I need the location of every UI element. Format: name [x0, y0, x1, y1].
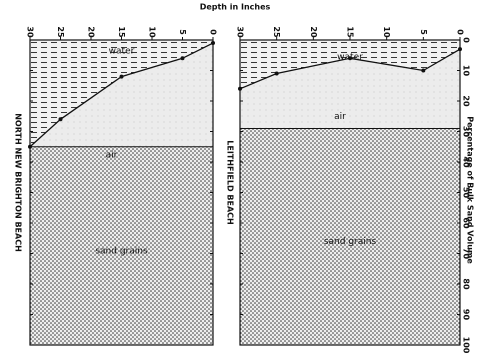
- x-tick-label: 0: [456, 29, 465, 35]
- x-tick-label: 25: [272, 26, 281, 38]
- data-point: [180, 56, 185, 61]
- y-tick-label: 10: [462, 65, 471, 77]
- air-region: [240, 49, 460, 129]
- x-tick-label: 10: [382, 26, 391, 38]
- y-tick-label: 40: [462, 156, 471, 168]
- x-tick-label: 30: [236, 26, 245, 38]
- sand-label: sand grains: [324, 237, 377, 247]
- water-region: [30, 40, 213, 147]
- x-axis-label: Depth in Inches: [200, 3, 271, 12]
- x-tick-label: 25: [56, 26, 65, 38]
- data-point: [274, 71, 279, 76]
- x-tick-label: 15: [346, 26, 355, 38]
- air-label: air: [334, 112, 346, 122]
- y-tick-label: 60: [462, 217, 471, 229]
- sand-region: [240, 128, 460, 345]
- y-tick-label: 50: [462, 187, 471, 199]
- y-tick-label: 90: [462, 309, 471, 321]
- sand-label: sand grains: [95, 246, 148, 256]
- y-tick-label: 0: [462, 37, 471, 43]
- data-point: [58, 117, 63, 122]
- x-tick-label: 30: [26, 26, 35, 38]
- air-label: air: [106, 150, 118, 160]
- water-region: [240, 40, 460, 89]
- y-tick-label: 30: [462, 126, 471, 138]
- sand-region: [30, 146, 213, 345]
- y-tick-label: 100: [462, 337, 471, 354]
- air-region: [30, 43, 213, 147]
- y-axis-label: Percentage of Bulk Sand Volume: [466, 116, 475, 264]
- data-point: [348, 56, 352, 61]
- x-tick-label: 10: [148, 26, 157, 38]
- panel-name: LEITHFIELD BEACH: [226, 140, 235, 224]
- water-label: water: [337, 53, 363, 63]
- y-tick-label: 20: [462, 95, 471, 107]
- x-tick-label: 5: [178, 29, 187, 35]
- data-point: [421, 68, 426, 73]
- x-tick-label: 20: [87, 26, 96, 38]
- y-tick-label: 70: [462, 248, 471, 260]
- x-tick-label: 0: [209, 29, 218, 35]
- x-tick-label: 20: [309, 26, 318, 38]
- water-label: water: [109, 47, 135, 57]
- x-tick-label: 5: [419, 29, 428, 35]
- x-tick-label: 15: [117, 26, 126, 38]
- y-tick-label: 80: [462, 278, 471, 290]
- panel-name: NORTH NEW BRIGHTON BEACH: [14, 113, 23, 252]
- data-point: [119, 74, 124, 79]
